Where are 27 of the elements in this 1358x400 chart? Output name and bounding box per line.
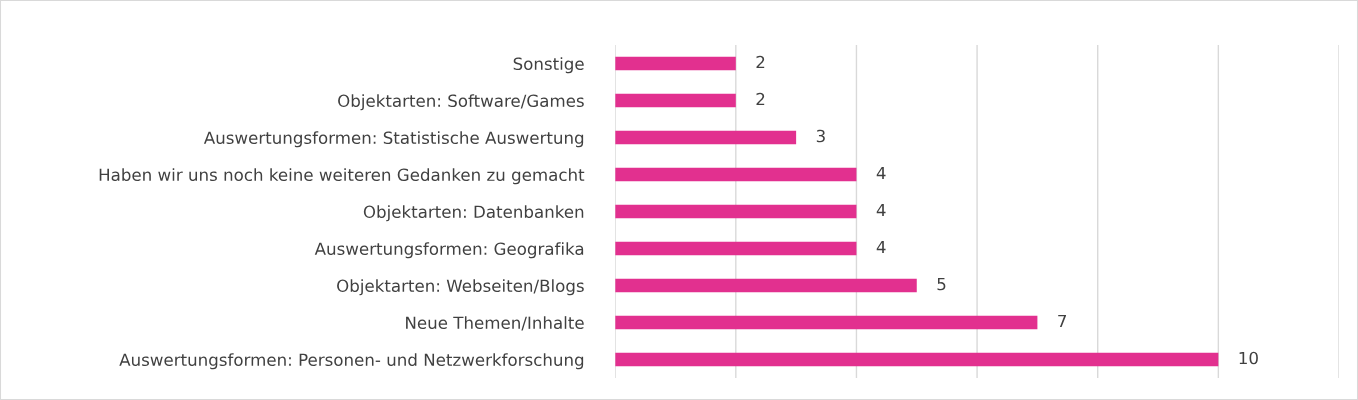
data-label: 2 xyxy=(756,55,765,69)
data-label: 4 xyxy=(876,166,886,180)
bar xyxy=(615,167,857,182)
bar xyxy=(615,56,736,71)
data-label: 2 xyxy=(756,92,765,106)
y-tick-label: Objektarten: Datenbanken xyxy=(363,205,584,222)
y-tick-label: Auswertungsformen: Statistische Auswertung xyxy=(203,131,584,148)
data-label: 4 xyxy=(876,240,886,254)
data-label: 10 xyxy=(1239,351,1258,365)
bar xyxy=(615,241,857,256)
y-tick-label: Haben wir uns noch keine weiteren Gedanken zu gemacht xyxy=(99,168,585,185)
data-label: 3 xyxy=(816,129,825,143)
y-tick-label: Auswertungsformen: Personen- und Netzwerkforschung xyxy=(119,353,584,370)
data-label: 5 xyxy=(937,277,946,291)
data-label: 4 xyxy=(876,203,886,217)
bar xyxy=(615,93,736,108)
y-tick-label: Objektarten: Webseiten/Blogs xyxy=(337,279,584,296)
bar xyxy=(615,315,1038,330)
y-tick-label: Objektarten: Software/Games xyxy=(338,94,584,111)
bar xyxy=(615,352,1219,367)
bar xyxy=(615,204,857,219)
y-tick-label: Sonstige xyxy=(513,57,584,74)
y-tick-label: Auswertungsformen: Geografika xyxy=(314,242,584,259)
y-tick-label: Neue Themen/Inhalte xyxy=(406,316,584,331)
data-label: 7 xyxy=(1058,314,1067,328)
bar xyxy=(615,278,917,293)
bar xyxy=(615,130,797,145)
